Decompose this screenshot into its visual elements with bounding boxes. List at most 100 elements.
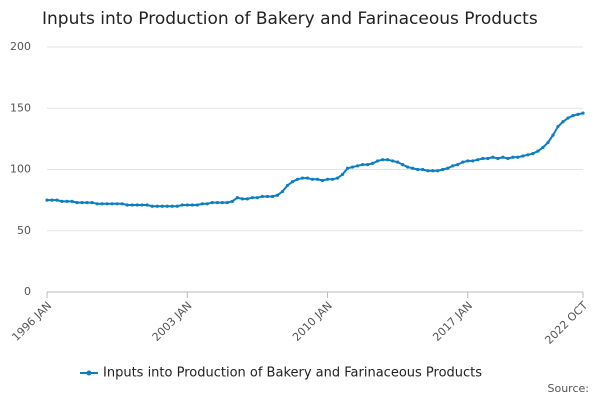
point [100, 202, 104, 206]
point [431, 169, 435, 173]
point [265, 194, 270, 199]
point [401, 163, 405, 167]
point [70, 199, 74, 203]
point [245, 197, 249, 201]
point [160, 204, 164, 208]
point [315, 177, 320, 181]
point [531, 151, 535, 156]
point [365, 163, 370, 167]
point [190, 203, 194, 207]
point [85, 200, 89, 205]
point [75, 200, 79, 205]
point [571, 114, 575, 118]
x-tick-label: 2017 JAN [430, 299, 475, 344]
point [501, 155, 505, 159]
point [140, 203, 144, 207]
y-tick-label: 50 [17, 224, 31, 237]
series-line [47, 112, 584, 208]
point [576, 112, 580, 116]
point [491, 155, 495, 159]
point [240, 197, 244, 201]
legend-label: Inputs into Production of Bakery and Far… [103, 366, 482, 381]
y-tick-label: 0 [24, 285, 31, 298]
point [506, 156, 510, 161]
point [466, 159, 470, 163]
point [476, 158, 480, 162]
point [175, 204, 179, 208]
point [371, 161, 375, 165]
point [225, 200, 229, 205]
point [451, 164, 455, 168]
point [406, 165, 410, 169]
point [581, 111, 585, 115]
point [320, 178, 325, 183]
point [205, 202, 209, 206]
point [325, 177, 330, 181]
point [511, 155, 515, 159]
point [536, 149, 540, 153]
point [481, 156, 485, 161]
point [110, 202, 114, 206]
point [215, 200, 219, 205]
point [305, 176, 310, 180]
point [566, 116, 570, 120]
point [526, 153, 530, 157]
point [391, 159, 395, 163]
point [416, 167, 420, 172]
point [185, 203, 189, 207]
point [50, 198, 54, 202]
point [456, 163, 460, 167]
point [105, 202, 109, 206]
y-tick-label: 100 [10, 163, 31, 176]
point [130, 203, 134, 207]
point [290, 180, 295, 184]
point [340, 172, 345, 176]
point [270, 194, 275, 199]
x-tick-label: 2010 JAN [290, 299, 335, 344]
point [80, 200, 84, 205]
point [260, 194, 265, 199]
point [300, 176, 305, 180]
point [556, 125, 560, 129]
point [381, 158, 385, 162]
point [330, 177, 335, 181]
point [250, 196, 254, 200]
point [486, 156, 490, 161]
point [396, 160, 400, 164]
point [285, 183, 290, 188]
point [60, 199, 64, 203]
point [95, 202, 99, 206]
point [275, 193, 280, 197]
point [280, 189, 285, 194]
chart-title: Inputs into Production of Bakery and Far… [42, 9, 538, 29]
point [411, 166, 415, 170]
point [120, 202, 124, 206]
point [255, 196, 259, 200]
y-tick-label: 200 [10, 40, 31, 53]
point [230, 199, 234, 203]
point [521, 154, 525, 158]
point [541, 145, 545, 150]
point [446, 166, 450, 170]
point [155, 204, 159, 208]
point [471, 159, 475, 163]
point [115, 202, 119, 206]
point [345, 166, 350, 170]
point [386, 158, 390, 162]
point [335, 176, 340, 180]
point [360, 163, 365, 167]
point [295, 177, 300, 181]
point [210, 200, 214, 205]
point [195, 203, 199, 207]
point [516, 155, 520, 159]
point [496, 156, 500, 161]
point [135, 203, 139, 207]
point [90, 200, 94, 205]
point [441, 167, 445, 172]
point [65, 199, 69, 203]
point [350, 165, 355, 169]
y-tick-label: 150 [10, 101, 31, 114]
x-tick-label: 2022 OCT [542, 299, 590, 347]
x-tick-label: 2003 JAN [150, 299, 195, 344]
